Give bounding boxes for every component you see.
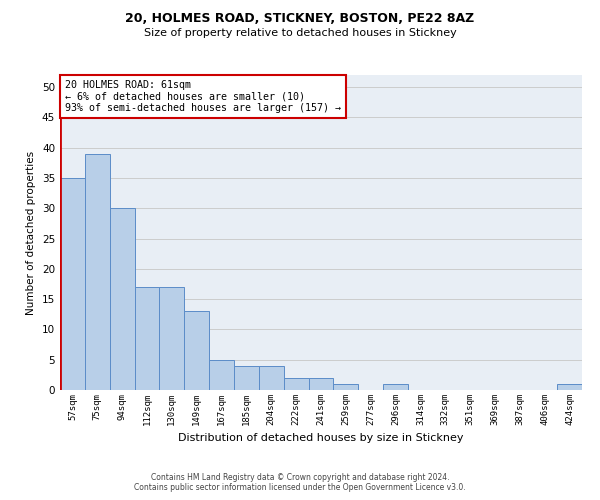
Bar — [110, 208, 134, 390]
Text: 20 HOLMES ROAD: 61sqm
← 6% of detached houses are smaller (10)
93% of semi-detac: 20 HOLMES ROAD: 61sqm ← 6% of detached h… — [65, 80, 341, 113]
Bar — [134, 287, 160, 390]
Bar — [209, 360, 234, 390]
Y-axis label: Number of detached properties: Number of detached properties — [26, 150, 37, 314]
Bar — [284, 378, 308, 390]
Bar — [334, 384, 358, 390]
Bar — [383, 384, 408, 390]
Bar — [184, 311, 209, 390]
Bar — [85, 154, 110, 390]
Bar — [234, 366, 259, 390]
Bar — [557, 384, 582, 390]
Text: Contains HM Land Registry data © Crown copyright and database right 2024.
Contai: Contains HM Land Registry data © Crown c… — [134, 473, 466, 492]
Text: 20, HOLMES ROAD, STICKNEY, BOSTON, PE22 8AZ: 20, HOLMES ROAD, STICKNEY, BOSTON, PE22 … — [125, 12, 475, 26]
Bar — [60, 178, 85, 390]
Bar — [160, 287, 184, 390]
X-axis label: Distribution of detached houses by size in Stickney: Distribution of detached houses by size … — [178, 434, 464, 444]
Text: Size of property relative to detached houses in Stickney: Size of property relative to detached ho… — [143, 28, 457, 38]
Bar — [259, 366, 284, 390]
Bar — [308, 378, 334, 390]
